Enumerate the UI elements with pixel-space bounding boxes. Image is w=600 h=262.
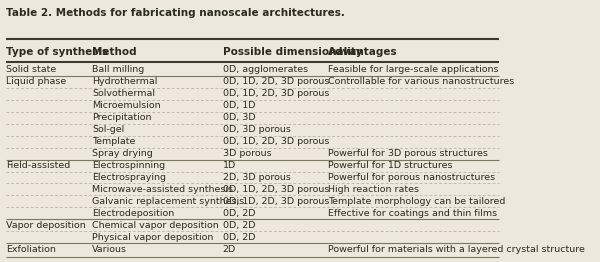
Text: Powerful for 3D porous structures: Powerful for 3D porous structures [328, 149, 488, 158]
Text: Microwave-assisted synthesis: Microwave-assisted synthesis [92, 185, 233, 194]
Text: Chemical vapor deposition: Chemical vapor deposition [92, 221, 218, 230]
Text: Powerful for 1D structures: Powerful for 1D structures [328, 161, 453, 170]
Text: 0D, 3D porous: 0D, 3D porous [223, 125, 290, 134]
Text: Effective for coatings and thin films: Effective for coatings and thin films [328, 209, 497, 218]
Text: Physical vapor deposition: Physical vapor deposition [92, 233, 214, 242]
Text: High reaction rates: High reaction rates [328, 185, 419, 194]
Text: 0D, agglomerates: 0D, agglomerates [223, 65, 308, 74]
Text: Possible dimensionality: Possible dimensionality [223, 47, 362, 57]
Text: 0D, 1D, 2D, 3D porous: 0D, 1D, 2D, 3D porous [223, 137, 329, 146]
Text: Electrospraying: Electrospraying [92, 173, 166, 182]
Text: Type of synthesis: Type of synthesis [7, 47, 109, 57]
Text: Field-assisted: Field-assisted [7, 161, 71, 170]
Text: 0D, 2D: 0D, 2D [223, 221, 255, 230]
Text: 0D, 2D: 0D, 2D [223, 233, 255, 242]
Text: Hydrothermal: Hydrothermal [92, 77, 157, 86]
Text: 0D, 3D: 0D, 3D [223, 113, 256, 122]
Text: 0D, 1D: 0D, 1D [223, 101, 255, 110]
Text: Various: Various [92, 245, 127, 254]
Text: 0D, 2D: 0D, 2D [223, 209, 255, 218]
Text: Electrodeposition: Electrodeposition [92, 209, 174, 218]
Text: Controllable for various nanostructures: Controllable for various nanostructures [328, 77, 515, 86]
Text: Powerful for porous nanostructures: Powerful for porous nanostructures [328, 173, 496, 182]
Text: 3D porous: 3D porous [223, 149, 271, 158]
Text: Template morphology can be tailored: Template morphology can be tailored [328, 197, 506, 206]
Text: 0D, 1D, 2D, 3D porous: 0D, 1D, 2D, 3D porous [223, 185, 329, 194]
Text: Solid state: Solid state [7, 65, 56, 74]
Text: Spray drying: Spray drying [92, 149, 152, 158]
Text: Sol-gel: Sol-gel [92, 125, 124, 134]
Text: 0D, 1D, 2D, 3D porous: 0D, 1D, 2D, 3D porous [223, 197, 329, 206]
Text: Ball milling: Ball milling [92, 65, 144, 74]
Text: Galvanic replacement synthesis: Galvanic replacement synthesis [92, 197, 244, 206]
Text: Vapor deposition: Vapor deposition [7, 221, 86, 230]
Text: Precipitation: Precipitation [92, 113, 151, 122]
Text: Template: Template [92, 137, 136, 146]
Text: 1D: 1D [223, 161, 236, 170]
Text: Table 2. Methods for fabricating nanoscale architectures.: Table 2. Methods for fabricating nanosca… [7, 8, 345, 18]
Text: 2D: 2D [223, 245, 236, 254]
Text: Advantages: Advantages [328, 47, 398, 57]
Text: Exfoliation: Exfoliation [7, 245, 56, 254]
Text: 2D, 3D porous: 2D, 3D porous [223, 173, 290, 182]
Text: 0D, 1D, 2D, 3D porous: 0D, 1D, 2D, 3D porous [223, 89, 329, 98]
Text: Liquid phase: Liquid phase [7, 77, 67, 86]
Text: Microemulsion: Microemulsion [92, 101, 161, 110]
Text: Electrospinning: Electrospinning [92, 161, 165, 170]
Text: Feasible for large-scale applications: Feasible for large-scale applications [328, 65, 499, 74]
Text: 0D, 1D, 2D, 3D porous: 0D, 1D, 2D, 3D porous [223, 77, 329, 86]
Text: Solvothermal: Solvothermal [92, 89, 155, 98]
Text: Powerful for materials with a layered crystal structure: Powerful for materials with a layered cr… [328, 245, 585, 254]
Text: Method: Method [92, 47, 137, 57]
